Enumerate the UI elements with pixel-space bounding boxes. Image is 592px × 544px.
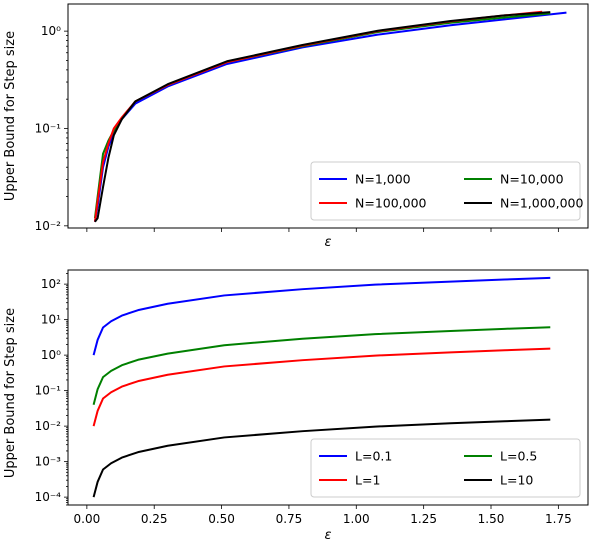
top-plot-frame bbox=[67, 3, 589, 229]
bottom-series-line-3 bbox=[92, 418, 551, 498]
bottom-x-tick-label: 0.00 bbox=[74, 512, 101, 526]
bottom-x-tick-label: 1.00 bbox=[343, 512, 370, 526]
bottom-x-tick-label: 1.25 bbox=[410, 512, 437, 526]
top-legend bbox=[310, 161, 581, 221]
bottom-x-tick-label: 0.25 bbox=[141, 512, 168, 526]
bottom-series-line-2 bbox=[92, 347, 551, 427]
top-legend-label-3: N=1,000,000 bbox=[500, 196, 583, 211]
bottom-y-tick-label: 10⁰ bbox=[41, 348, 61, 362]
top-legend-label-2: N=100,000 bbox=[355, 196, 427, 211]
bottom-x-tick-label: 1.50 bbox=[478, 512, 505, 526]
top-series-line-3 bbox=[94, 11, 551, 223]
top-y-tick-label: 10⁻¹ bbox=[35, 121, 62, 135]
top-y-tick-label: 10⁻² bbox=[35, 219, 62, 233]
top-legend-label-0: N=1,000 bbox=[355, 172, 411, 187]
top-series-line-0 bbox=[93, 11, 567, 222]
bottom-legend-label-0: L=0.1 bbox=[355, 449, 392, 464]
bottom-y-tick-label: 10⁻³ bbox=[35, 455, 62, 469]
bottom-legend bbox=[310, 438, 581, 498]
top-y-axis-label: Upper Bound for Step size bbox=[3, 31, 18, 201]
bottom-chart-panel: Upper Bound for Step size ε 10⁻⁴ 10⁻³ 10⁻²… bbox=[3, 269, 589, 543]
bottom-series-line-1 bbox=[92, 326, 551, 406]
bottom-y-tick-label: 10⁻⁴ bbox=[35, 490, 62, 504]
top-chart-panel: Upper Bound for Step size ε 10⁻² 10⁻¹ 10⁰ N… bbox=[3, 3, 589, 250]
bottom-x-axis-label: ε bbox=[324, 528, 331, 543]
bottom-legend-label-2: L=1 bbox=[355, 473, 380, 488]
top-y-tick-label: 10⁰ bbox=[41, 24, 61, 38]
top-x-axis-label: ε bbox=[324, 235, 331, 250]
bottom-y-tick-label: 10¹ bbox=[41, 313, 61, 327]
bottom-y-tick-label: 10⁻¹ bbox=[35, 384, 62, 398]
bottom-legend-label-3: L=10 bbox=[500, 473, 533, 488]
bottom-y-tick-label: 10² bbox=[41, 277, 61, 291]
bottom-x-tick-label: 0.50 bbox=[208, 512, 235, 526]
top-legend-label-1: N=10,000 bbox=[500, 172, 564, 187]
bottom-x-tick-label: 1.75 bbox=[545, 512, 572, 526]
bottom-series-line-0 bbox=[92, 276, 551, 356]
bottom-x-tick-label: 0.75 bbox=[276, 512, 303, 526]
bottom-legend-label-1: L=0.5 bbox=[500, 449, 537, 464]
bottom-y-axis-label: Upper Bound for Step size bbox=[3, 308, 18, 478]
bottom-y-tick-label: 10⁻² bbox=[35, 419, 62, 433]
bottom-plot-frame bbox=[67, 269, 589, 506]
